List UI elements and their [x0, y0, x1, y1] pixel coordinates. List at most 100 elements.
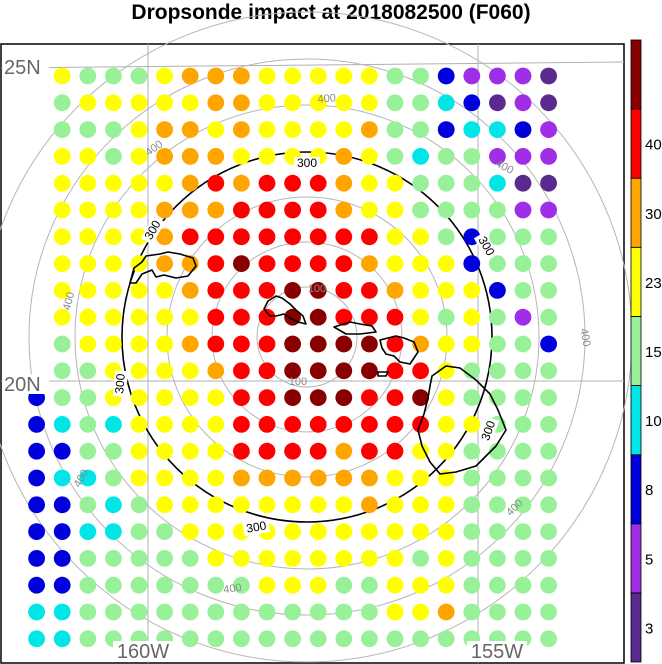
impact-dot: [53, 389, 71, 406]
impact-dot: [412, 282, 429, 299]
ring-label-backdrop: [294, 157, 320, 170]
impact-dot: [258, 174, 276, 192]
impact-dot: [258, 255, 276, 272]
impact-dot: [258, 630, 276, 648]
impact-dot: [309, 469, 327, 487]
impact-dot: [130, 121, 148, 138]
ring-label: 400: [61, 291, 77, 312]
impact-dot: [361, 576, 378, 594]
impact-dot: [28, 416, 45, 433]
impact-dot: [335, 335, 353, 353]
impact-dot: [540, 576, 557, 594]
impact-dot: [79, 496, 97, 514]
impact-dot: [105, 469, 122, 487]
impact-dot: [105, 282, 122, 299]
impact-dot: [386, 550, 404, 567]
impact-dot: [412, 362, 429, 380]
colorbar-label: 3: [645, 620, 653, 637]
impact-dot: [309, 496, 327, 514]
impact-dot: [309, 308, 327, 326]
impact-dot: [361, 308, 378, 326]
impact-dot: [207, 469, 225, 487]
island-coastline: [377, 371, 389, 377]
impact-dot: [284, 174, 301, 192]
impact-dot: [437, 121, 455, 138]
impact-dot: [335, 389, 353, 406]
impact-dot: [53, 469, 71, 487]
impact-dot: [53, 523, 71, 540]
impact-dot: [463, 94, 481, 112]
impact-dot: [489, 282, 506, 299]
lat-label-backdrop: [3, 374, 49, 394]
impact-dot: [309, 255, 327, 272]
impact-dot: [207, 389, 225, 406]
impact-dot: [463, 576, 481, 594]
impact-dot: [437, 255, 455, 272]
impact-dot: [53, 121, 71, 138]
impact-dot: [437, 94, 455, 112]
impact-dot: [233, 630, 250, 648]
impact-dot: [335, 416, 353, 433]
impact-dot: [258, 576, 276, 594]
impact-dot: [156, 308, 174, 326]
impact-dot: [540, 148, 557, 165]
impact-dot: [233, 67, 250, 85]
impact-dot: [105, 335, 122, 353]
impact-dot: [437, 148, 455, 165]
impact-dot: [233, 576, 250, 594]
impact-dot: [258, 282, 276, 299]
impact-dot: [79, 67, 97, 85]
impact-dot: [233, 550, 250, 567]
impact-dot: [53, 94, 71, 112]
impact-dot: [181, 630, 199, 648]
impact-dot: [463, 362, 481, 380]
colorbar-segment: [630, 385, 642, 456]
impact-dot: [386, 576, 404, 594]
impact-dot: [540, 335, 557, 353]
impact-dot: [181, 335, 199, 353]
impact-dot: [79, 576, 97, 594]
impact-dot: [53, 308, 71, 326]
impact-dot: [233, 94, 250, 112]
island-coastline: [379, 335, 419, 365]
impact-dot: [79, 174, 97, 192]
impact-dot: [309, 523, 327, 540]
impact-dot: [105, 496, 122, 514]
impact-dot: [335, 550, 353, 567]
impact-dot: [79, 523, 97, 540]
impact-dot: [79, 282, 97, 299]
impact-dot: [540, 469, 557, 487]
range-ring: [74, 104, 540, 570]
impact-dot: [463, 174, 481, 192]
map-frame: [0, 43, 625, 664]
impact-dot: [156, 228, 174, 246]
ring-label: 100: [308, 283, 326, 295]
impact-dot: [130, 335, 148, 353]
impact-dot: [489, 442, 506, 460]
impact-dot: [130, 94, 148, 112]
impact-dot: [258, 335, 276, 353]
impact-dot: [412, 308, 429, 326]
impact-dot: [53, 442, 71, 460]
impact-dot: [79, 255, 97, 272]
impact-dot: [386, 255, 404, 272]
impact-dot: [28, 469, 45, 487]
impact-dot: [181, 201, 199, 219]
impact-dot: [233, 228, 250, 246]
impact-dot: [233, 362, 250, 380]
impact-dot: [437, 389, 455, 406]
impact-dot: [79, 201, 97, 219]
impact-dot: [284, 201, 301, 219]
impact-dot: [105, 201, 122, 219]
impact-dot: [53, 630, 71, 648]
impact-dot: [105, 67, 122, 85]
impact-dot: [361, 174, 378, 192]
impact-dot: [514, 416, 532, 433]
impact-dot: [156, 550, 174, 567]
impact-dot: [412, 550, 429, 567]
impact-dot: [233, 201, 250, 219]
impact-dot: [181, 362, 199, 380]
impact-dot: [514, 308, 532, 326]
impact-dot: [28, 630, 45, 648]
